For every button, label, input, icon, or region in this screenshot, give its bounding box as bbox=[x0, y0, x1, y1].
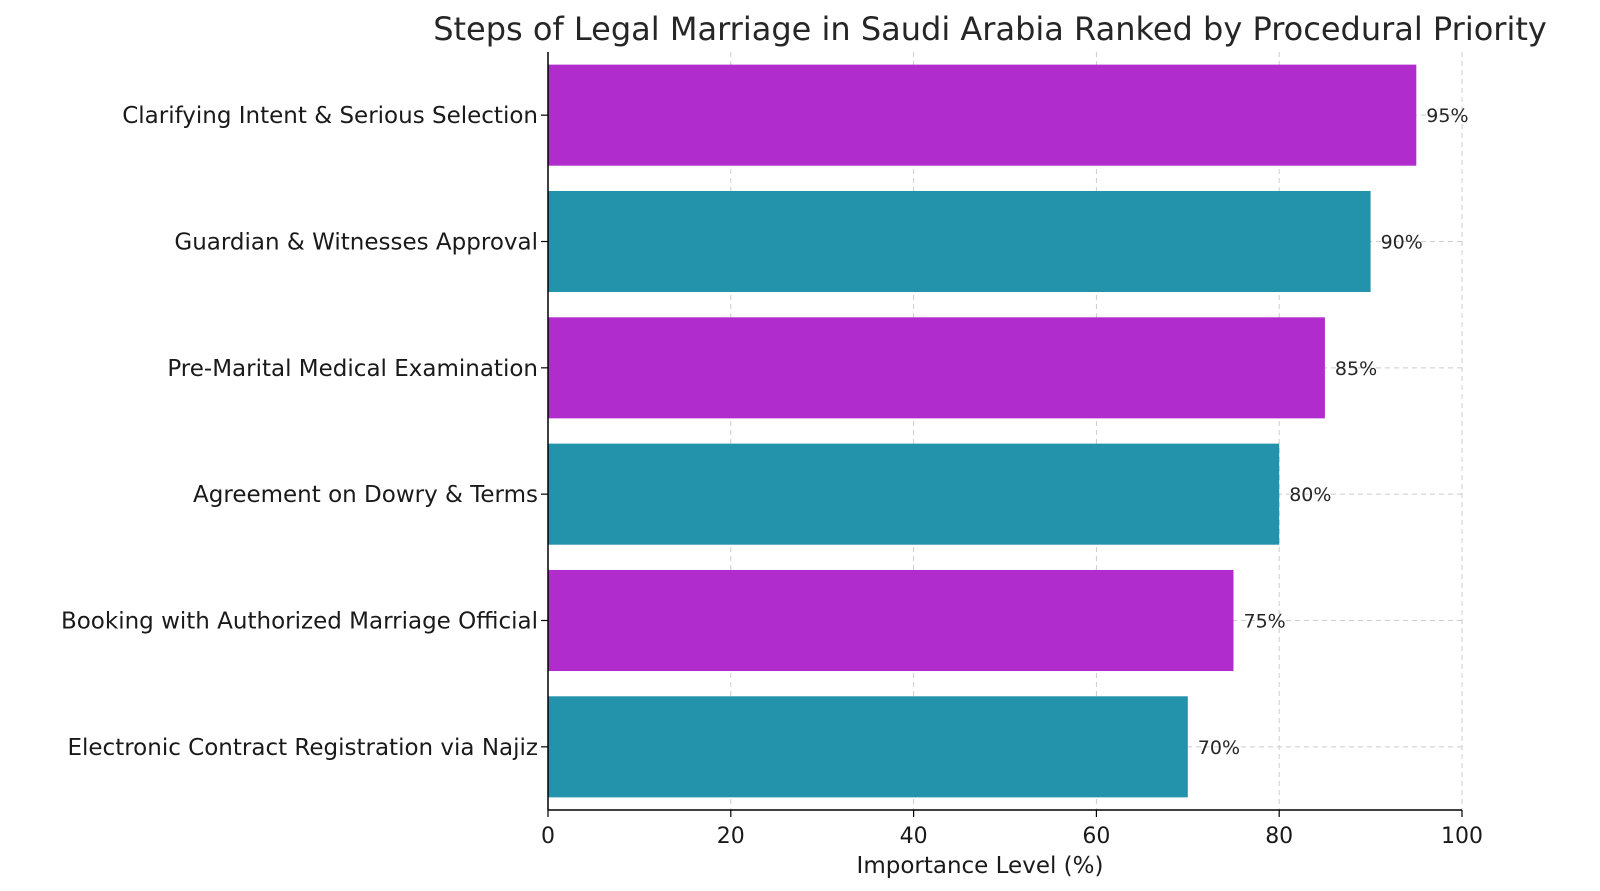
data-label: 70% bbox=[1198, 737, 1240, 759]
bar bbox=[548, 696, 1188, 798]
bar bbox=[548, 190, 1371, 293]
category-label: Booking with Authorized Marriage Officia… bbox=[61, 609, 538, 635]
category-label: Guardian & Witnesses Approval bbox=[174, 230, 538, 256]
chart-title: Steps of Legal Marriage in Saudi Arabia … bbox=[433, 10, 1547, 48]
data-label: 80% bbox=[1289, 484, 1331, 506]
data-label: 95% bbox=[1426, 105, 1468, 127]
x-tick-label: 20 bbox=[717, 824, 745, 849]
bar bbox=[548, 443, 1280, 545]
category-label: Clarifying Intent & Serious Selection bbox=[122, 103, 538, 129]
bar bbox=[548, 317, 1325, 419]
category-label: Electronic Contract Registration via Naj… bbox=[67, 735, 538, 761]
data-label: 75% bbox=[1244, 611, 1286, 633]
x-tick-label: 80 bbox=[1265, 824, 1293, 849]
axes bbox=[541, 52, 1463, 817]
bars bbox=[548, 64, 1417, 798]
bar bbox=[548, 569, 1234, 672]
category-label: Agreement on Dowry & Terms bbox=[193, 482, 538, 508]
x-tick-label: 40 bbox=[900, 824, 928, 849]
bar bbox=[548, 64, 1417, 166]
x-axis-title: Importance Level (%) bbox=[857, 853, 1104, 879]
data-label: 85% bbox=[1335, 358, 1377, 380]
labels: 0 20 40 60 80 100 Clarifying Intent & Serious … bbox=[61, 103, 1483, 849]
x-tick-label: 60 bbox=[1082, 824, 1110, 849]
x-tick-label: 100 bbox=[1441, 824, 1483, 849]
x-tick-label: 0 bbox=[541, 824, 555, 849]
category-label: Pre-Marital Medical Examination bbox=[167, 356, 538, 382]
data-label: 90% bbox=[1381, 232, 1423, 254]
